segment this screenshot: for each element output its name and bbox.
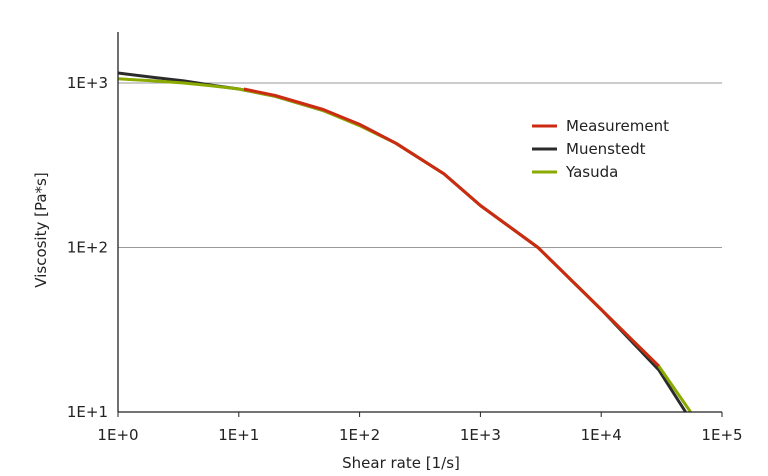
legend: Measurement Muenstedt Yasuda: [532, 117, 669, 181]
series-line-measurement: [243, 87, 660, 368]
y-axis-title: Viscosity [Pa*s]: [32, 172, 50, 287]
x-tick-label: 1E+4: [581, 426, 622, 444]
x-tick-label: 1E+2: [339, 426, 380, 444]
legend-label-muenstedt: Muenstedt: [566, 140, 646, 158]
y-tick-label: 1E+2: [67, 239, 108, 257]
tick-layer: 1E+1 1E+2 1E+3 1E+0 1E+1 1E+2 1E+3 1E+4 1E+5: [67, 74, 743, 444]
x-axis-title: Shear rate [1/s]: [342, 454, 460, 472]
x-tick-label: 1E+1: [218, 426, 259, 444]
x-tick-label: 1E+5: [701, 426, 742, 444]
y-tick-label: 1E+3: [67, 74, 108, 92]
x-tick-label: 1E+3: [460, 426, 501, 444]
legend-label-measurement: Measurement: [566, 117, 669, 135]
y-tick-label: 1E+1: [67, 403, 108, 421]
x-tick-label: 1E+0: [97, 426, 138, 444]
series-layer: [117, 71, 692, 413]
grid-layer: [118, 82, 722, 248]
legend-label-yasuda: Yasuda: [565, 163, 618, 181]
